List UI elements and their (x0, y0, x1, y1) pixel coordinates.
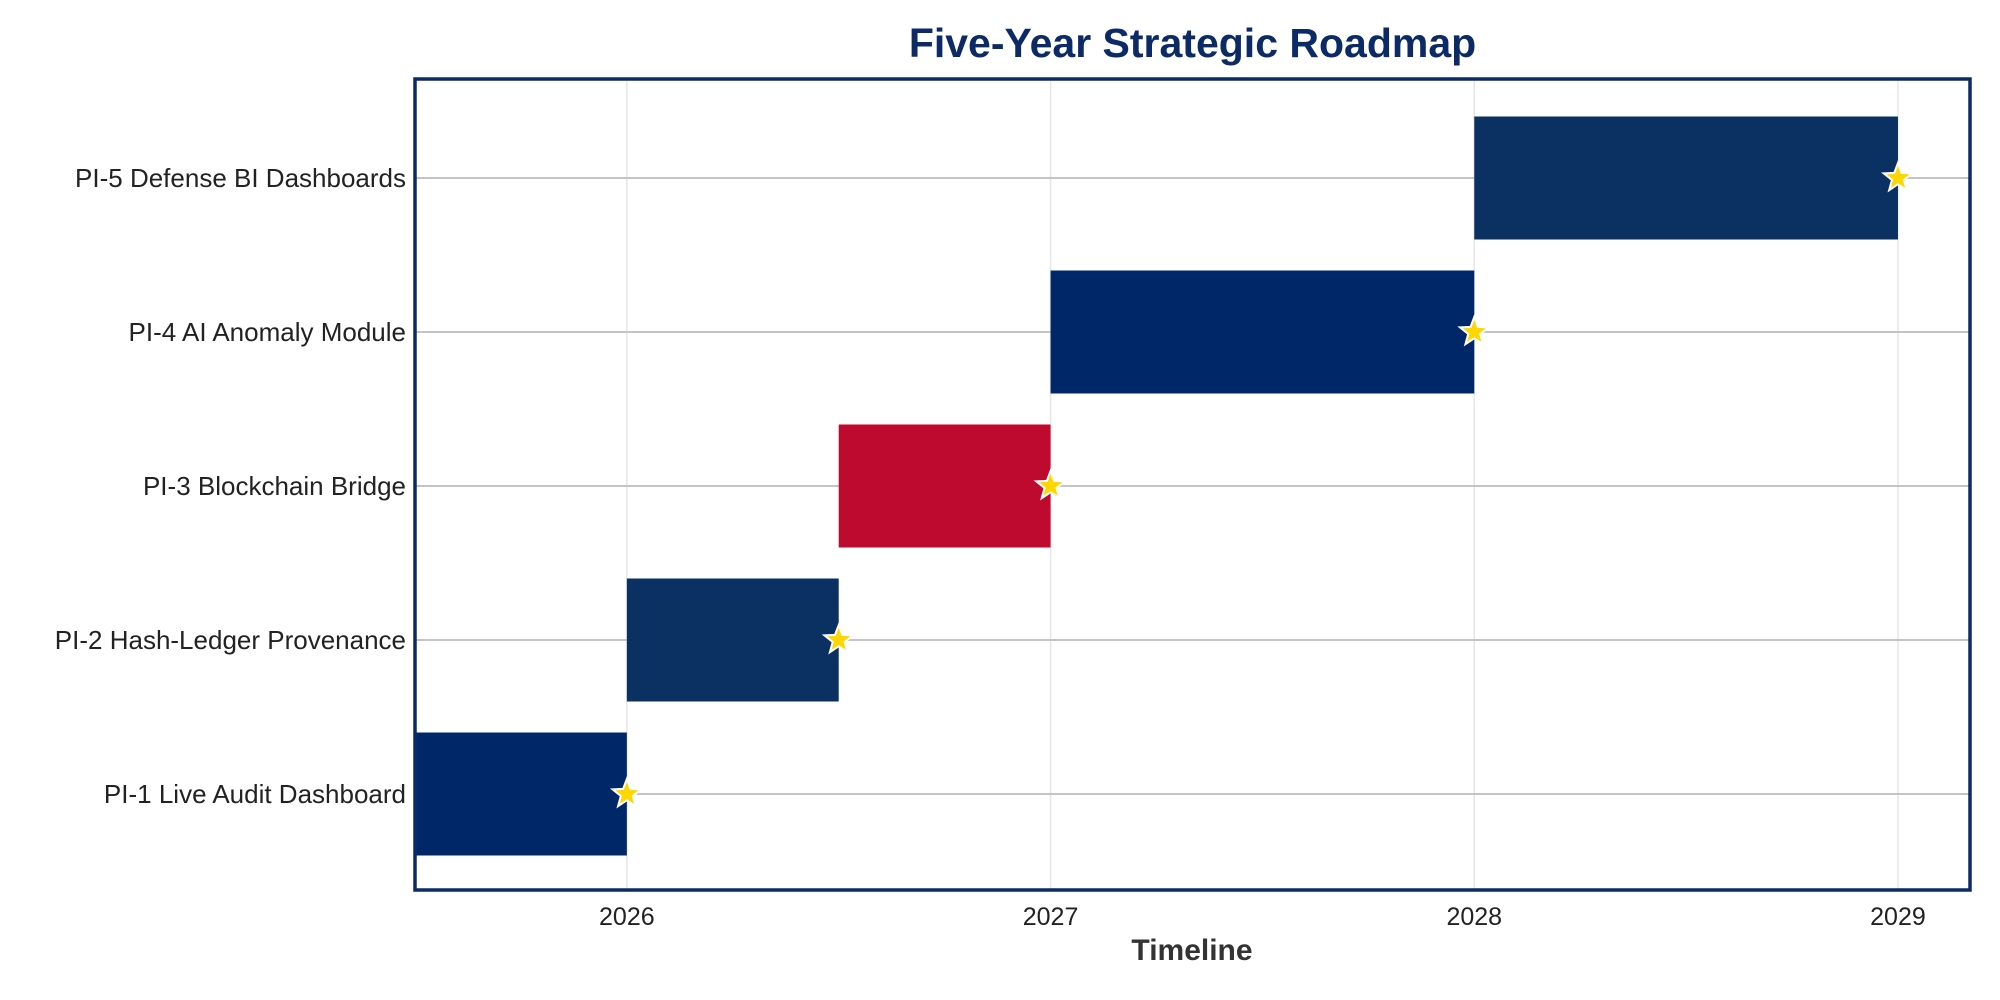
bar-layer (415, 116, 1898, 856)
x-axis-title: Timeline (1131, 934, 1252, 967)
task-bar (1050, 270, 1475, 394)
task-label: PI-4 AI Anomaly Module (129, 317, 406, 347)
task-bar (626, 578, 839, 702)
x-tick-label: 2026 (599, 903, 655, 931)
milestone-star-icon (1033, 468, 1068, 501)
milestone-star-icon (1457, 314, 1492, 347)
milestone-star-icon (609, 776, 644, 809)
x-axis-labels: 2026 2027 2028 2029 (599, 903, 1926, 931)
x-tick-label: 2029 (1870, 903, 1926, 931)
milestone-star-icon (1880, 160, 1915, 193)
task-label: PI-3 Blockchain Bridge (143, 471, 406, 501)
milestone-layer (609, 160, 1915, 809)
task-label: PI-1 Live Audit Dashboard (104, 779, 406, 809)
x-tick-label: 2027 (1023, 903, 1079, 931)
plot-frame (413, 77, 1972, 892)
task-bar (415, 732, 627, 856)
y-axis-labels: PI-1 Live Audit Dashboard PI-2 Hash-Ledge… (55, 163, 406, 809)
milestone-star-icon (821, 622, 856, 655)
task-label: PI-5 Defense BI Dashboards (75, 163, 406, 193)
task-label: PI-2 Hash-Ledger Provenance (55, 625, 406, 655)
x-tick-label: 2028 (1446, 903, 1502, 931)
chart-title: Five-Year Strategic Roadmap (908, 20, 1477, 66)
task-bar (1474, 116, 1898, 240)
task-bar (838, 424, 1051, 548)
